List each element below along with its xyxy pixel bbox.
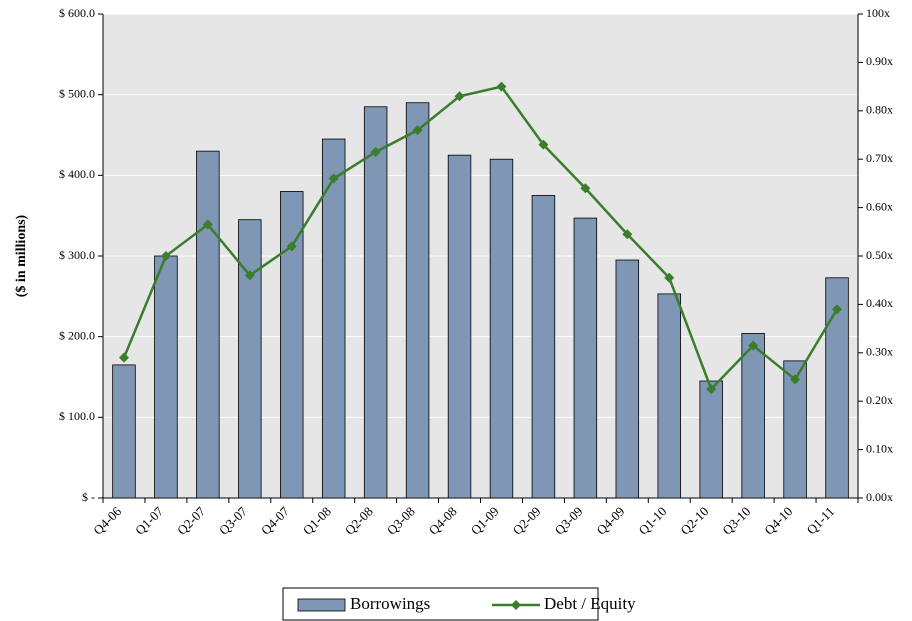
y-tick-label: $ 100.0	[59, 409, 95, 423]
y-tick-label: $ -	[82, 490, 95, 504]
bar	[741, 333, 765, 499]
line-marker	[706, 384, 717, 395]
y2-tick-label: 0.60x	[866, 199, 893, 213]
y-axis-title: ($ in millions)	[14, 214, 29, 297]
y-tick-label: $ 200.0	[59, 328, 95, 342]
x-tick-label: Q2-09	[510, 504, 544, 538]
bar	[825, 277, 849, 499]
line-marker	[832, 304, 843, 315]
line-marker	[286, 241, 297, 252]
line-marker	[496, 81, 507, 92]
x-tick-label: Q4-06	[90, 503, 124, 537]
y2-tick-label: 0.80x	[866, 103, 893, 117]
y-tick-label: $ 600.0	[59, 6, 95, 20]
bar	[280, 191, 304, 499]
x-tick-label: Q4-09	[593, 504, 627, 538]
bar	[363, 106, 388, 499]
bar	[154, 255, 178, 499]
line-marker	[118, 352, 129, 363]
x-tick-label: Q1-11	[803, 504, 837, 538]
x-tick-label: Q3-10	[719, 504, 753, 538]
line-marker	[622, 229, 633, 240]
x-tick-label: Q2-08	[342, 504, 376, 538]
bar	[699, 380, 723, 499]
x-tick-label: Q3-07	[216, 503, 250, 537]
line-marker	[160, 251, 171, 261]
x-tick-label: Q1-10	[635, 504, 669, 538]
line-marker	[244, 270, 255, 281]
legend-label: Borrowings	[350, 594, 430, 613]
line-marker	[748, 340, 759, 351]
y2-tick-label: 0.50x	[866, 248, 893, 262]
bar	[573, 217, 598, 499]
legend-marker	[511, 600, 521, 610]
bar	[112, 364, 136, 499]
y2-tick-label: 0.00x	[866, 490, 893, 504]
y-tick-label: $ 300.0	[59, 248, 95, 262]
line-marker	[328, 173, 339, 184]
y2-tick-label: 0.40x	[866, 296, 893, 310]
bar	[783, 360, 807, 499]
legend-swatch	[297, 598, 346, 612]
x-tick-label: Q1-08	[300, 504, 334, 538]
y2-tick-label: 0.30x	[866, 345, 893, 359]
bar	[657, 293, 681, 499]
y-tick-label: $ 500.0	[59, 86, 95, 100]
y-tick-label: $ 400.0	[59, 167, 95, 181]
bar	[321, 138, 346, 499]
line-marker	[580, 183, 591, 194]
x-tick-label: Q2-07	[174, 503, 208, 537]
legend-label: Debt / Equity	[544, 594, 636, 613]
x-tick-label: Q2-10	[677, 504, 711, 538]
line	[122, 85, 839, 392]
line-marker	[790, 374, 801, 385]
y2-tick-label: 0.90x	[866, 54, 893, 68]
x-tick-label: Q3-09	[551, 504, 585, 538]
line-marker	[412, 125, 423, 136]
bar	[489, 158, 514, 499]
x-tick-label: Q1-09	[468, 504, 502, 538]
bar	[196, 150, 220, 499]
bar	[405, 102, 430, 499]
bar	[238, 219, 262, 499]
y2-tick-label: 0.10x	[866, 441, 893, 455]
bar	[531, 195, 556, 499]
y2-tick-label: 100x	[866, 6, 890, 20]
line-marker	[538, 139, 549, 150]
x-tick-label: Q4-10	[761, 504, 795, 538]
x-tick-label: Q4-08	[426, 504, 460, 538]
y2-tick-label: 0.70x	[866, 151, 893, 165]
x-tick-label: Q4-07	[258, 503, 292, 537]
x-tick-label: Q3-08	[384, 504, 418, 538]
y2-tick-label: 0.20x	[866, 393, 893, 407]
line-marker	[454, 91, 465, 102]
line-marker	[664, 272, 675, 283]
line-marker	[370, 146, 381, 157]
bar	[447, 154, 472, 499]
x-tick-label: Q1-07	[132, 503, 166, 537]
line-marker	[202, 219, 213, 230]
bar	[615, 259, 640, 499]
